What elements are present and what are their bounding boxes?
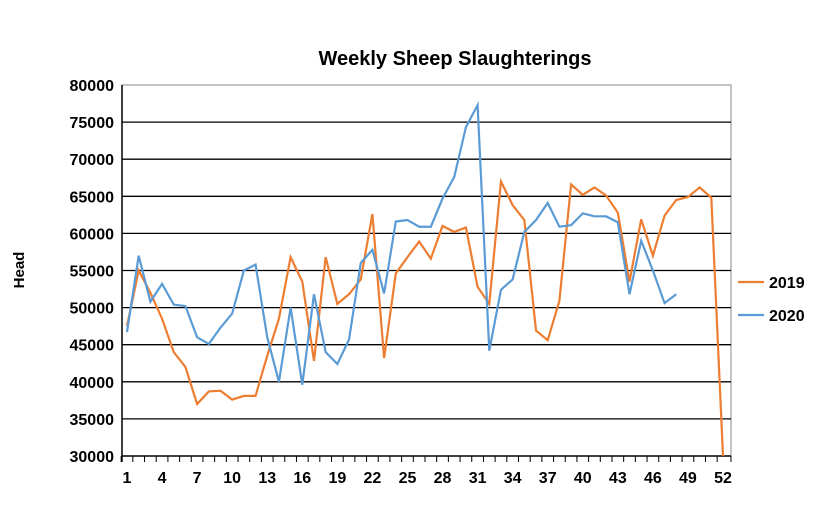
- x-tick-label: 46: [644, 470, 662, 487]
- chart-title: Weekly Sheep Slaughterings: [318, 48, 591, 70]
- y-tick-label: 80000: [70, 78, 115, 95]
- legend-label: 2019: [769, 275, 805, 292]
- x-tick-label: 7: [193, 470, 202, 487]
- x-tick-label: 1: [123, 470, 132, 487]
- y-tick-label: 50000: [70, 301, 115, 318]
- x-tick-label: 25: [399, 470, 417, 487]
- series-line-2020: [127, 105, 676, 385]
- y-tick-label: 70000: [70, 152, 115, 169]
- x-tick-label: 16: [293, 470, 311, 487]
- x-tick-label: 19: [328, 470, 346, 487]
- y-tick-label: 30000: [70, 449, 115, 466]
- x-tick-label: 40: [574, 470, 592, 487]
- x-tick-label: 49: [679, 470, 697, 487]
- x-tick-label: 52: [714, 470, 732, 487]
- x-tick-label: 37: [539, 470, 557, 487]
- y-tick-label: 55000: [70, 264, 115, 281]
- x-tick-label: 4: [158, 470, 167, 487]
- x-tick-label: 28: [434, 470, 452, 487]
- y-tick-label: 35000: [70, 412, 115, 429]
- y-tick-label: 45000: [70, 338, 115, 355]
- y-tick-label: 65000: [70, 189, 115, 206]
- legend-label: 2020: [769, 308, 805, 325]
- y-tick-label: 60000: [70, 226, 115, 243]
- x-tick-label: 22: [364, 470, 382, 487]
- y-tick-label: 40000: [70, 375, 115, 392]
- x-tick-label: 31: [469, 470, 487, 487]
- y-axis-label: Head: [11, 252, 28, 289]
- x-tick-label: 10: [223, 470, 241, 487]
- x-tick-label: 34: [504, 470, 522, 487]
- x-tick-label: 13: [258, 470, 276, 487]
- x-tick-label: 43: [609, 470, 627, 487]
- y-tick-label: 75000: [70, 115, 115, 132]
- series-line-2019: [127, 181, 723, 456]
